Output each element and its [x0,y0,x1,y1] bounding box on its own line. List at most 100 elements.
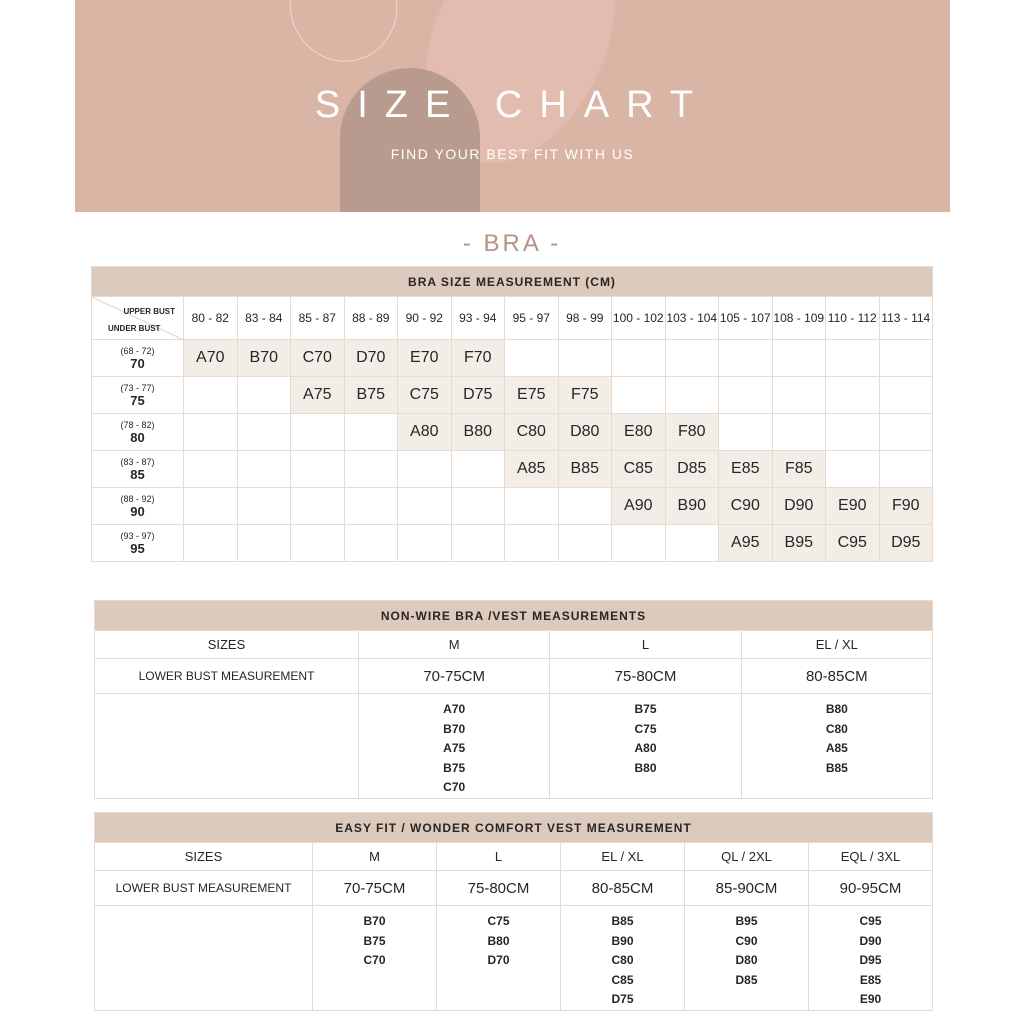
size-cell: A90 [611,487,666,525]
size-cell: B70 [236,339,291,377]
size-label: EL / XL [560,842,685,871]
under-bust-range: (68 - 72) [120,345,155,356]
size-cell [771,413,826,451]
size-cell [557,524,612,562]
measurement-value: 80-85CM [740,658,934,694]
fit-list: B75 C75 A80 B80 [549,693,742,799]
size-cell: F85 [771,450,826,488]
size-cell: D95 [878,524,933,562]
size-cell: C80 [504,413,559,451]
size-cell [718,376,773,414]
under-bust-row-header: (73 - 77) 75 [91,376,184,414]
size-cell [718,413,773,451]
size-cell [343,487,398,525]
size-cell: B95 [771,524,826,562]
table-row: (68 - 72) 70 A70 B70 C70 D70 E70 F70 [91,339,933,377]
size-cell [825,339,880,377]
size-label: L [436,842,561,871]
size-cell [878,450,933,488]
upper-bust-column-header: 108 - 109 [771,296,826,340]
size-cell [183,487,238,525]
size-cell [236,450,291,488]
easyfit-table: EASY FIT / WONDER COMFORT VEST MEASUREME… [94,812,933,1011]
empty-cell [94,693,359,799]
fit-list: B95 C90 D80 D85 [684,905,809,1011]
fit-size: C75 [487,914,510,928]
size-label: EL / XL [740,630,934,659]
size-label: M [312,842,437,871]
size-cell [664,524,719,562]
fit-size: B80 [487,933,510,948]
size-cell [290,413,345,451]
fit-list: C95 D90 D95 E85 E90 [808,905,933,1011]
table-row: (93 - 97) 95 A95 B95 C95 D95 [91,524,933,562]
fit-list: B85 B90 C80 C85 D75 [560,905,685,1011]
size-cell: C85 [611,450,666,488]
fit-size: C80 [825,721,848,736]
fit-size: A80 [634,741,657,755]
size-cell: E70 [397,339,452,377]
fit-list: A70 B70 A75 B75 C70 [357,693,551,799]
fit-size: C75 [634,721,657,736]
size-cell [450,524,505,562]
under-bust-value: 85 [130,466,145,482]
fit-size: A85 [825,741,848,755]
measurement-value: 90-95CM [808,870,933,906]
fit-size: D75 [611,992,634,1006]
upper-bust-label: UPPER BUST [123,307,175,316]
under-bust-row-header: (78 - 82) 80 [91,413,184,451]
fit-size: D90 [859,933,882,948]
fit-size: C70 [363,953,386,967]
under-bust-value: 75 [130,392,145,408]
size-cell [450,487,505,525]
size-cell [183,413,238,451]
measurement-label: LOWER BUST MEASUREMENT [94,870,313,906]
size-cell [290,524,345,562]
size-cell [611,339,666,377]
under-bust-row-header: (88 - 92) 90 [91,487,184,525]
under-bust-range: (88 - 92) [120,493,155,504]
fit-size: C70 [443,780,466,794]
upper-bust-column-header: 98 - 99 [557,296,612,340]
size-cell [718,339,773,377]
under-bust-row-header: (83 - 87) 85 [91,450,184,488]
bra-size-table: BRA SIZE MEASUREMENT (CM) UPPER BUST UND… [91,266,933,562]
size-cell [183,450,238,488]
empty-cell [94,905,313,1011]
table-row: (83 - 87) 85 A85 B85 C85 D85 E85 F85 [91,450,933,488]
size-cell [236,487,291,525]
upper-bust-column-header: 83 - 84 [236,296,291,340]
size-label: QL / 2XL [684,842,809,871]
size-cell: E90 [825,487,880,525]
size-cell [504,524,559,562]
fit-size: B75 [634,702,657,716]
fit-list: B80 C80 A85 B85 [740,693,934,799]
section-title: - BRA - [462,230,562,257]
size-cell [397,487,452,525]
under-bust-range: (73 - 77) [120,382,155,393]
under-bust-value: 70 [130,355,145,371]
size-cell: D90 [771,487,826,525]
size-cell [878,376,933,414]
size-cell [397,450,452,488]
decorative-shape [340,68,480,212]
under-bust-value: 95 [130,540,145,556]
size-cell: C70 [290,339,345,377]
fit-size: C90 [735,933,758,948]
fit-size: B95 [735,914,758,928]
under-bust-range: (83 - 87) [120,456,155,467]
fit-size: B80 [634,760,657,775]
fit-size: D95 [859,953,882,967]
size-cell: B85 [557,450,612,488]
table-row: (73 - 77) 75 A75 B75 C75 D75 E75 F75 [91,376,933,414]
size-cell [825,450,880,488]
size-cell [397,524,452,562]
fit-size: C80 [611,953,634,967]
fit-size: B75 [443,760,466,775]
fit-size: B75 [363,933,386,948]
fit-size: B85 [611,914,634,928]
fit-size: B80 [825,702,848,716]
upper-bust-column-header: 100 - 102 [611,296,666,340]
size-cell [504,339,559,377]
size-cell: F75 [557,376,612,414]
